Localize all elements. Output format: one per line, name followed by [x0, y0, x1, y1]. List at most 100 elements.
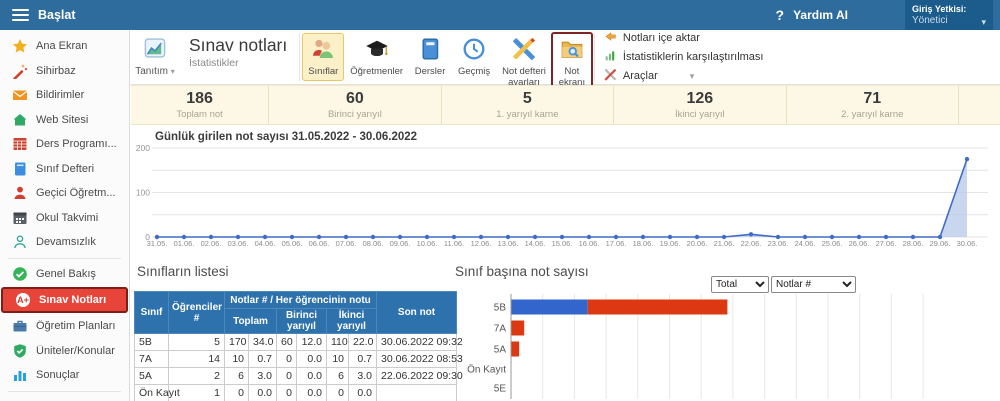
stat-value: 71 — [863, 90, 882, 107]
table-row[interactable]: Ön Kayıt 1 0 0.0 0 0.0 0 0.0 — [134, 384, 458, 401]
stat-value: 5 — [522, 90, 532, 107]
cell-second-n: 110 — [326, 333, 349, 351]
ribbon-button-label: Geçmiş — [457, 66, 491, 77]
cell-total-avg: 3.0 — [248, 367, 277, 385]
svg-text:18.06.: 18.06. — [633, 239, 654, 248]
top-bar: Başlat ? Yardım AI Giriş Yetkisi: Yöneti… — [0, 0, 1000, 33]
stat-label: İkinci yarıyıl — [674, 109, 725, 120]
sidebar-item-label: Öğretim Planları — [36, 320, 116, 333]
cell-second-avg: 0.7 — [347, 350, 378, 368]
table-row[interactable]: 5A 2 6 3.0 0 0.0 6 3.0 22.06.2022 09:30 — [134, 367, 463, 385]
sidebar-item-sinav-notlari[interactable]: A+ Sınav Notları — [1, 287, 128, 313]
sidebar: Ana Ekran Sihirbaz Bildirimler Web Sitesi De… — [0, 30, 130, 401]
help-button[interactable]: ? Yardım AI — [776, 7, 848, 23]
daily-chart-svg: 0 100 200 31.05. 01.06. 02.06. 03.06. 04.06. 05.… — [136, 143, 988, 248]
svg-text:21.06.: 21.06. — [714, 239, 735, 248]
sidebar-item-sonuclar[interactable]: Sonuçlar — [0, 363, 129, 388]
class-bar-chart: 5B 7A 5A Ön Kayıt 5E — [450, 292, 1000, 401]
sidebar-item-devamsizlik[interactable]: Devamsızlık — [0, 230, 129, 255]
sidebar-item-genel-bakis[interactable]: Genel Bakış — [0, 262, 129, 287]
start-menu-button[interactable]: Başlat — [38, 8, 76, 22]
ribbon-buttons: Sınıflar Öğretmenler Dersler Geçmiş Not deft… — [300, 30, 594, 92]
svg-text:19.06.: 19.06. — [660, 239, 681, 248]
sidebar-item-label: Web Sitesi — [36, 113, 89, 126]
sidebar-item-label: Sihirbaz — [36, 64, 76, 77]
svg-text:0: 0 — [145, 232, 150, 242]
svg-text:03.06.: 03.06. — [228, 239, 249, 248]
calendar-icon — [12, 210, 28, 226]
menu-item-istatistiklerin-karsilastirilmasi[interactable]: İstatistiklerin karşılaştırılması — [604, 49, 763, 65]
sidebar-item-gecici-ogretm[interactable]: Geçici Öğretm... — [0, 181, 129, 206]
sidebar-item-bildirimler[interactable]: Bildirimler — [0, 83, 129, 108]
ribbon-button-ogretmenler[interactable]: Öğretmenler — [346, 33, 407, 81]
cell-class: 7A — [134, 350, 169, 368]
envelope-icon — [12, 87, 28, 103]
sidebar-item-web-sitesi[interactable]: Web Sitesi — [0, 108, 129, 133]
ribbon-menu: Notları içe aktar İstatistiklerin karşıla… — [595, 30, 764, 84]
cell-second-avg: 0.0 — [347, 384, 378, 401]
book-icon — [12, 161, 28, 177]
svg-text:13.06.: 13.06. — [498, 239, 519, 248]
ribbon-button-dersler[interactable]: Dersler — [409, 33, 451, 81]
login-role-dropdown[interactable]: Giriş Yetkisi: Yönetici ▾ — [905, 0, 993, 33]
menu-item-notlari-ice-aktar[interactable]: Notları içe aktar — [604, 30, 764, 46]
sidebar-item-ogretim-planlari[interactable]: Öğretim Planları — [0, 314, 129, 339]
total-select[interactable]: Total — [711, 276, 769, 293]
ribbon-button-siniflar[interactable]: Sınıflar — [302, 33, 345, 81]
svg-text:100: 100 — [136, 188, 150, 198]
person-outline-icon — [12, 234, 28, 250]
svg-text:04.06.: 04.06. — [255, 239, 276, 248]
cell-students: 2 — [168, 367, 225, 385]
stat-ikinci-yariyil: 126 İkinci yarıyıl — [614, 86, 787, 124]
svg-text:28.06.: 28.06. — [903, 239, 924, 248]
chevron-down-icon: ▾ — [981, 17, 986, 27]
sidebar-divider — [8, 257, 121, 259]
sidebar-item-egitim[interactable]: Eğitim› — [0, 395, 129, 401]
sidebar-item-sihirbaz[interactable]: Sihirbaz — [0, 59, 129, 84]
person-icon — [12, 185, 28, 201]
bar-chart-title: Sınıf başına not sayısı — [455, 264, 589, 279]
svg-text:01.06.: 01.06. — [174, 239, 195, 248]
cell-first-n: 0 — [276, 350, 297, 368]
menu-item-label: Araçlar — [622, 70, 658, 82]
divider — [299, 33, 301, 81]
intro-menu-button[interactable]: Tanıtım ▾ — [131, 30, 179, 84]
svg-text:23.06.: 23.06. — [768, 239, 789, 248]
table-row[interactable]: 5B 5 170 34.0 60 12.0 110 22.0 30.06.2022 09:32 — [134, 333, 463, 351]
page-title: Sınav notları — [189, 35, 288, 55]
hamburger-menu-icon[interactable] — [12, 9, 29, 21]
ribbon-button-gecmis[interactable]: Geçmiş — [453, 33, 495, 81]
graduation-cap-icon — [365, 37, 389, 66]
chevron-down-icon[interactable]: ▾ — [689, 70, 695, 81]
ribbon-button-not-ekrani[interactable]: Not ekranı — [550, 32, 593, 92]
cell-first-avg: 0.0 — [296, 367, 327, 385]
area-chart-icon — [144, 37, 166, 64]
col-header-notes-group: Notlar # / Her öğrencinin notu — [223, 291, 378, 309]
menu-item-araclar[interactable]: Araçlar ▾ — [604, 68, 764, 84]
stat-label: 2. yarıyıl karne — [841, 109, 904, 120]
folder-search-icon — [560, 37, 584, 66]
svg-text:22.06.: 22.06. — [741, 239, 762, 248]
table-row[interactable]: 7A 14 10 0.7 0 0.0 10 0.7 30.06.2022 08:53 — [134, 350, 463, 368]
ribbon-button-not-defteri-ayarlari[interactable]: Not defteri ayarları — [498, 33, 550, 91]
class-list-table: Sınıf Öğrenciler # Notlar # / Her öğrencin… — [134, 291, 463, 401]
cell-total-avg: 0.7 — [248, 350, 277, 368]
tools-cross-icon — [604, 68, 617, 84]
stat-label: 1. yarıyıl karne — [496, 109, 559, 120]
sidebar-item-label: Ders Programı... — [36, 138, 117, 151]
cell-last-grade: 30.06.2022 08:53 — [376, 350, 463, 368]
sidebar-item-okul-takvimi[interactable]: Okul Takvimi — [0, 206, 129, 231]
ribbon-button-label: Dersler — [414, 66, 446, 77]
cell-second-avg: 3.0 — [347, 367, 378, 385]
class-list-title: Sınıfların listesi — [137, 264, 229, 279]
col-header-second-term: İkinci yarıyıl — [325, 308, 378, 334]
cell-second-avg: 22.0 — [347, 333, 378, 351]
sidebar-item-sinif-defteri[interactable]: Sınıf Defteri — [0, 157, 129, 182]
metric-select[interactable]: Notlar # — [771, 276, 856, 293]
stat-2-yariyil-karne: 71 2. yarıyıl karne — [787, 86, 959, 124]
check-circle-icon — [12, 266, 28, 282]
sidebar-item-ders-programi[interactable]: Ders Programı... — [0, 132, 129, 157]
sidebar-item-ana-ekran[interactable]: Ana Ekran — [0, 34, 129, 59]
class-bar-chart-svg: 5B 7A 5A Ön Kayıt 5E — [467, 294, 924, 399]
sidebar-item-uniteler-konular[interactable]: Üniteler/Konular — [0, 339, 129, 364]
